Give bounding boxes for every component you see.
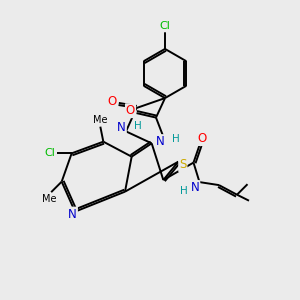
Text: N: N [68,208,77,220]
Text: Me: Me [41,194,56,204]
Text: H: H [134,121,141,131]
Text: Cl: Cl [160,21,170,32]
Text: O: O [108,95,117,108]
Text: Me: Me [93,115,108,125]
Text: N: N [190,181,200,194]
Text: H: H [180,185,188,196]
Text: H: H [172,134,180,144]
Text: O: O [197,132,206,145]
Text: O: O [126,104,135,117]
Text: S: S [179,158,187,171]
Text: N: N [117,121,126,134]
Text: N: N [156,135,165,148]
Text: Cl: Cl [45,148,56,158]
